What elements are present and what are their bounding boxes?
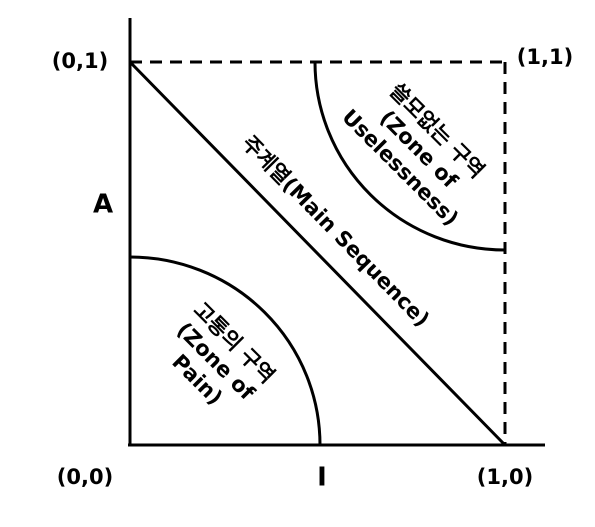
y-axis-label: A: [93, 190, 113, 220]
corner-label: (1,1): [517, 45, 573, 69]
x-axis-label: I: [317, 463, 327, 493]
corner-label: (1,0): [477, 465, 533, 489]
uselessness-arc: [313, 61, 506, 252]
corner-label: (0,1): [52, 49, 108, 73]
main-sequence-line: [128, 60, 507, 447]
corner-label: (0,0): [57, 465, 113, 489]
pain-arc: [129, 255, 322, 446]
